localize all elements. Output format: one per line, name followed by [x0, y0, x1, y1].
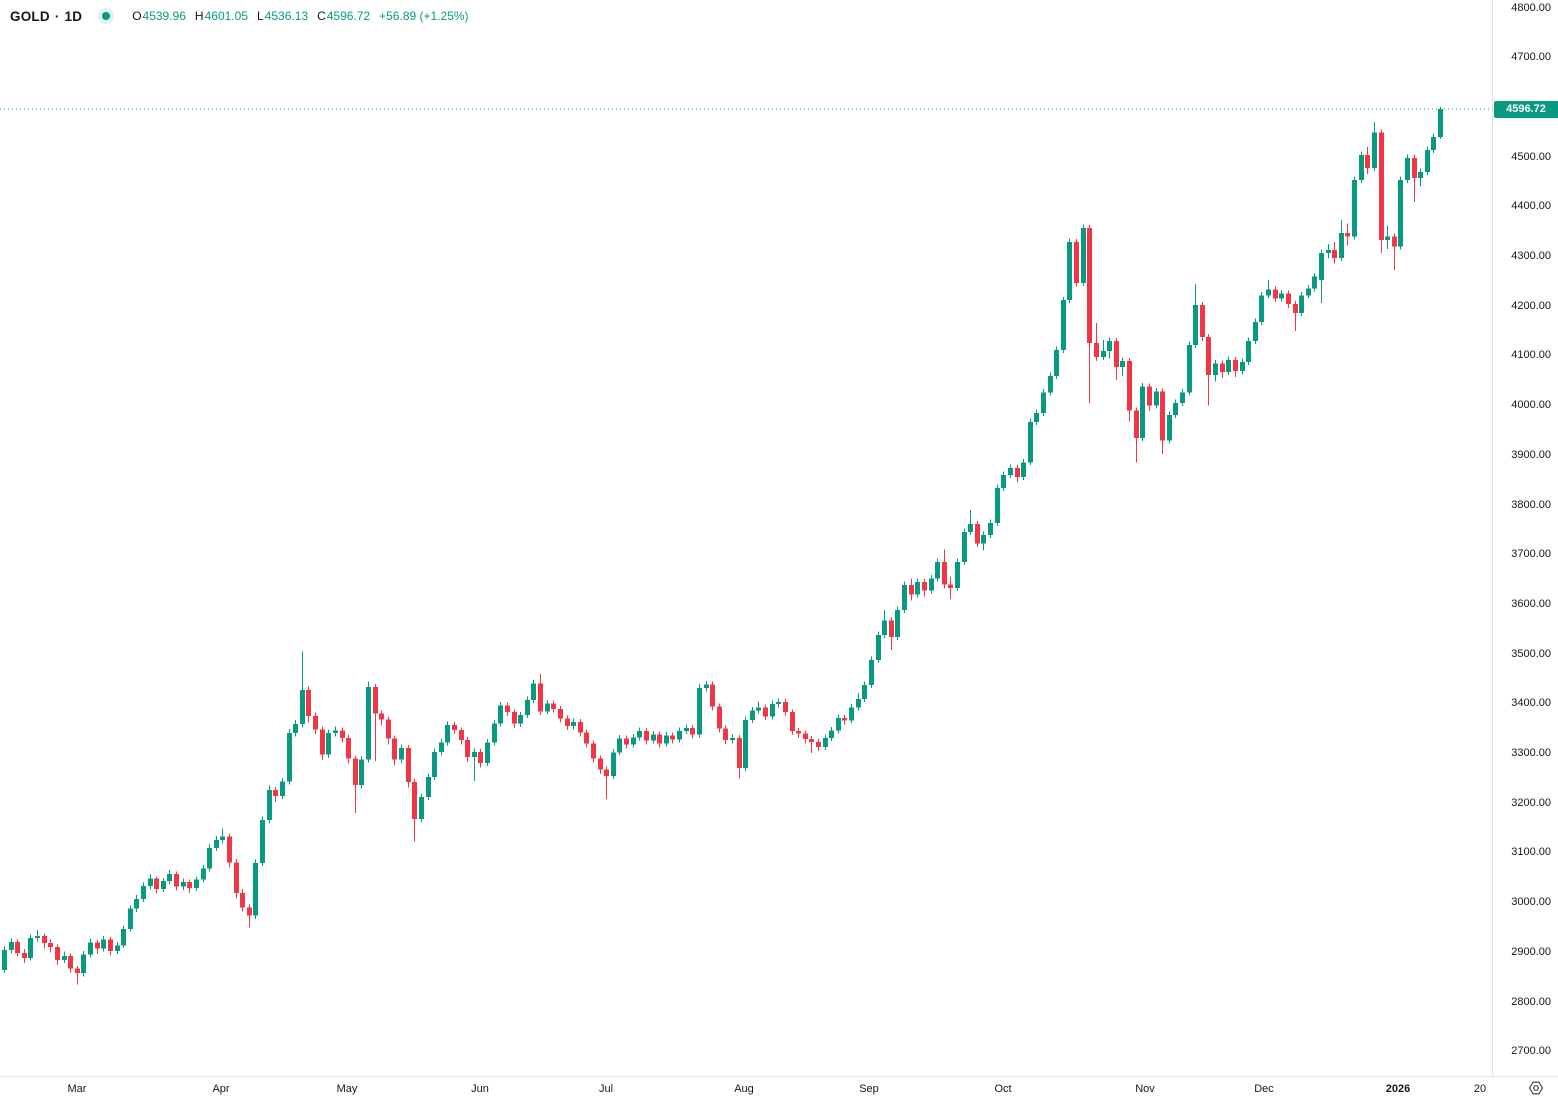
market-status-dot-icon[interactable]	[98, 8, 115, 24]
candlestick-series	[2, 106, 1443, 985]
time-axis-label: Oct	[994, 1083, 1012, 1095]
price-axis-label: 3800.00	[1511, 498, 1551, 511]
timeframe-label: 1D	[64, 8, 83, 24]
time-axis-label: Nov	[1135, 1083, 1155, 1095]
price-axis-label: 4500.00	[1511, 150, 1551, 163]
price-axis-label: 3700.00	[1511, 548, 1551, 561]
price-axis-label: 3400.00	[1511, 697, 1551, 710]
time-axis-label: Jul	[598, 1083, 614, 1095]
time-axis-label: Aug	[734, 1083, 754, 1095]
ohlc-values: O4539.96 H4601.05 L4536.13 C4596.72 +56.…	[132, 9, 468, 23]
price-axis-label: 3900.00	[1511, 448, 1551, 461]
price-axis-label: 3100.00	[1511, 846, 1551, 859]
symbol-name: GOLD	[10, 8, 50, 24]
price-axis-label: 3200.00	[1511, 796, 1551, 809]
time-axis-label: Jun	[471, 1083, 489, 1095]
price-axis-label: 4800.00	[1511, 1, 1551, 14]
price-axis[interactable]: 4800.004700.004600.004500.004400.004300.…	[1493, 0, 1558, 1076]
price-axis-label: 4700.00	[1511, 51, 1551, 64]
time-axis-label: May	[336, 1083, 358, 1095]
price-axis-label: 4000.00	[1511, 399, 1551, 412]
price-axis-label: 3000.00	[1511, 896, 1551, 909]
price-axis-label: 2900.00	[1511, 945, 1551, 958]
price-axis-label: 4300.00	[1511, 250, 1551, 262]
time-axis-label: 20	[1473, 1083, 1487, 1095]
time-axis-label: Sep	[859, 1083, 879, 1095]
price-axis-label: 2800.00	[1511, 995, 1551, 1008]
time-axis-label: Dec	[1254, 1083, 1274, 1095]
current-price-text: 4596.72	[1506, 103, 1546, 116]
high-value: H4601.05	[194, 9, 248, 23]
price-axis-label: 3500.00	[1511, 647, 1551, 660]
time-axis-label: Mar	[67, 1083, 87, 1095]
close-value: C4596.72	[317, 9, 371, 23]
time-axis-label: Apr	[212, 1083, 230, 1095]
time-axis[interactable]: Mar Apr May Jun Jul Aug Sep Oct Nov Dec 2026 20	[0, 1076, 1558, 1102]
change-value: +56.89 (+1.25%)	[379, 9, 469, 23]
low-value: L4536.13	[256, 9, 309, 23]
symbol-title[interactable]: GOLD · 1D	[10, 9, 82, 24]
price-axis-label: 3300.00	[1511, 747, 1551, 759]
time-axis-label: 2026	[1385, 1083, 1411, 1095]
symbol-separator: ·	[54, 8, 60, 24]
price-axis-label: 2700.00	[1511, 1045, 1551, 1058]
open-value: O4539.96	[132, 9, 186, 23]
price-axis-label: 4400.00	[1511, 200, 1551, 213]
chart-legend: GOLD · 1D O4539.96 H4601.05 L4536.13 C45…	[10, 6, 469, 26]
price-axis-label: 3600.00	[1511, 597, 1551, 610]
settings-gear-icon[interactable]	[1526, 1078, 1546, 1098]
price-axis-label: 4100.00	[1511, 349, 1551, 362]
current-price-badge: 4596.72	[1494, 100, 1558, 118]
price-axis-label: 4200.00	[1511, 299, 1551, 312]
